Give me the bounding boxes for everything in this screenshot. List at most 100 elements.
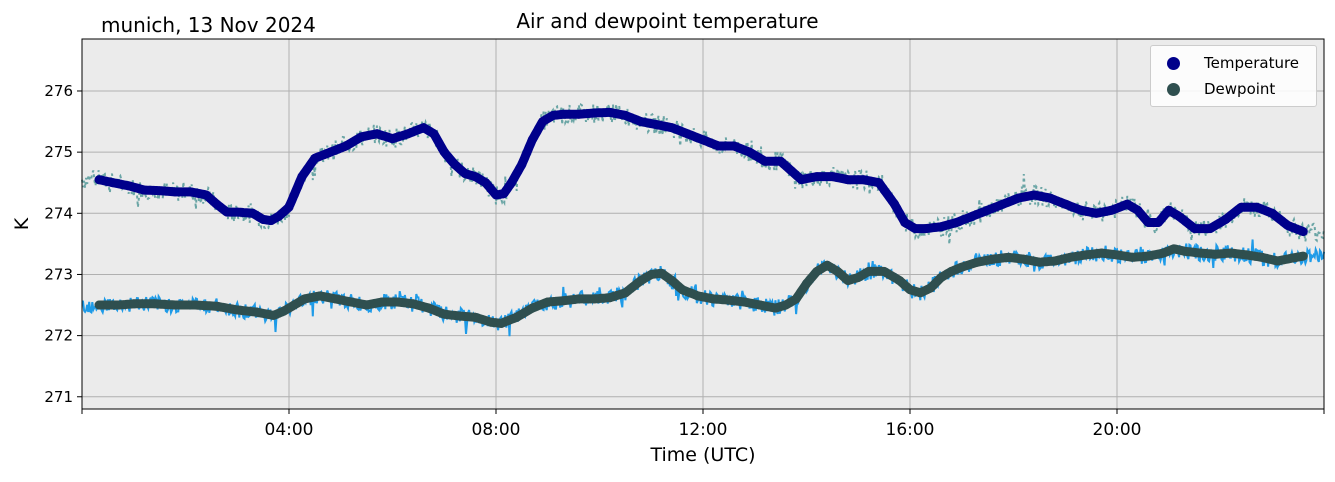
dewpoint-line-point: [300, 294, 309, 304]
temperature-line-point: [967, 211, 977, 221]
dewpoint-line-point: [439, 309, 449, 319]
station-date-label: munich, 13 Nov 2024: [101, 13, 316, 37]
temperature-line-point: [776, 156, 786, 166]
dewpoint-line-point: [708, 294, 718, 304]
dewpoint-line-point: [677, 285, 687, 295]
legend-item-dewpoint: Dewpoint: [1151, 80, 1275, 98]
dewpoint-line-point: [486, 317, 496, 327]
dewpoint-line-point: [1081, 250, 1091, 260]
x-tick-label: 04:00: [265, 420, 314, 440]
temperature-line-point: [1060, 199, 1070, 209]
dewpoint-line-point: [905, 285, 915, 295]
dewpoint-line-point: [1019, 254, 1029, 264]
temperature-line-point: [1221, 214, 1231, 224]
dewpoint-line-point: [1179, 246, 1189, 256]
dewpoint-line-point: [331, 294, 341, 304]
dewpoint-line-point: [724, 295, 734, 305]
temperature-line-point: [890, 199, 899, 209]
temperature-line-point: [1045, 193, 1055, 203]
temperature-line-point: [936, 222, 946, 232]
temperature-line-point: [1153, 218, 1163, 227]
temperature-line-point: [952, 218, 962, 227]
temperature-line-point: [683, 129, 692, 139]
temperature-line-point: [470, 172, 480, 182]
dewpoint-line-point: [1097, 248, 1106, 258]
dewpoint-line-point: [895, 276, 905, 286]
dewpoint-line-point: [620, 288, 630, 298]
dewpoint-line-point: [605, 293, 615, 303]
dewpoint-line-point: [1272, 256, 1282, 266]
dewpoint-line-point: [408, 299, 418, 309]
temperature-line-point: [481, 178, 491, 188]
temperature-line-point: [1252, 202, 1262, 212]
temperature-line-point: [124, 181, 134, 191]
dewpoint-line-point: [496, 318, 506, 328]
x-axis-ticks: 04:00 08:00 12:00 16:00 20:00: [81, 409, 1325, 440]
temperature-line-point: [548, 110, 558, 120]
dewpoint-line-point: [232, 305, 242, 315]
dewpoint-line-point: [1298, 251, 1308, 261]
temperature-line-point: [419, 123, 428, 133]
temperature-line-point: [155, 186, 165, 196]
dewpoint-line-point: [812, 266, 822, 276]
dewpoint-line-point: [771, 303, 780, 313]
x-tick-label: 08:00: [472, 420, 521, 440]
temperature-line-point: [1164, 205, 1174, 215]
temperature-line-point: [1091, 208, 1101, 218]
legend-marker-temperature: [1167, 56, 1180, 70]
temperature-line-point: [1076, 205, 1086, 215]
dewpoint-line-point: [393, 297, 403, 307]
legend-marker-dewpoint: [1167, 82, 1180, 96]
temperature-line-point: [517, 159, 527, 169]
x-axis-label: Time (UTC): [650, 444, 756, 466]
dewpoint-line-point: [212, 301, 222, 311]
dewpoint-line-point: [191, 300, 201, 310]
temperature-line-point: [266, 216, 276, 226]
temperature-line-point: [858, 175, 868, 185]
temperature-line-point: [921, 224, 930, 234]
temperature-line-point: [589, 108, 599, 118]
dewpoint-line-point: [346, 297, 356, 307]
dewpoint-line-point: [558, 296, 568, 306]
legend-label-temperature: Temperature: [1204, 54, 1300, 72]
temperature-line-point: [1174, 211, 1184, 221]
x-tick-label: 16:00: [886, 420, 935, 440]
temperature-line-point: [356, 132, 366, 142]
dewpoint-line-point: [315, 291, 325, 301]
dewpoint-line-point: [739, 297, 749, 307]
temperature-line-point: [341, 141, 351, 151]
temperature-line-point: [745, 147, 755, 157]
y-tick-label: 273: [44, 265, 73, 283]
temperature-series: [94, 107, 1308, 237]
dewpoint-line-point: [972, 257, 982, 267]
y-tick-label: 275: [44, 143, 73, 161]
temperature-line-point: [450, 159, 460, 169]
temperature-line-point: [910, 224, 920, 234]
dewpoint-series: [94, 244, 1308, 328]
dewpoint-line-point: [657, 268, 667, 278]
dewpoint-line-point: [864, 266, 874, 276]
dewpoint-line-point: [843, 276, 853, 286]
dewpoint-line-point: [1169, 244, 1179, 254]
temperature-line-point: [429, 129, 439, 139]
temperature-line-point: [574, 109, 584, 119]
dewpoint-line-point: [636, 276, 646, 286]
dewpoint-line-point: [915, 288, 925, 298]
dewpoint-line-point: [1195, 248, 1205, 258]
dewpoint-line-point: [470, 312, 480, 322]
dewpoint-line-point: [988, 254, 998, 264]
dewpoint-line-point: [512, 312, 522, 322]
dewpoint-line-point: [1210, 249, 1220, 259]
dewpoint-line-point: [926, 283, 936, 293]
temperature-line-point: [507, 178, 516, 188]
temperature-line-point: [698, 135, 708, 145]
temperature-line-point: [274, 211, 284, 221]
dewpoint-line-point: [94, 300, 104, 310]
temperature-line-point: [222, 207, 232, 217]
temperature-line-point: [1143, 218, 1153, 227]
temperature-line-point: [372, 129, 382, 139]
temperature-line-point: [258, 214, 268, 224]
temperature-line-point: [729, 141, 739, 151]
